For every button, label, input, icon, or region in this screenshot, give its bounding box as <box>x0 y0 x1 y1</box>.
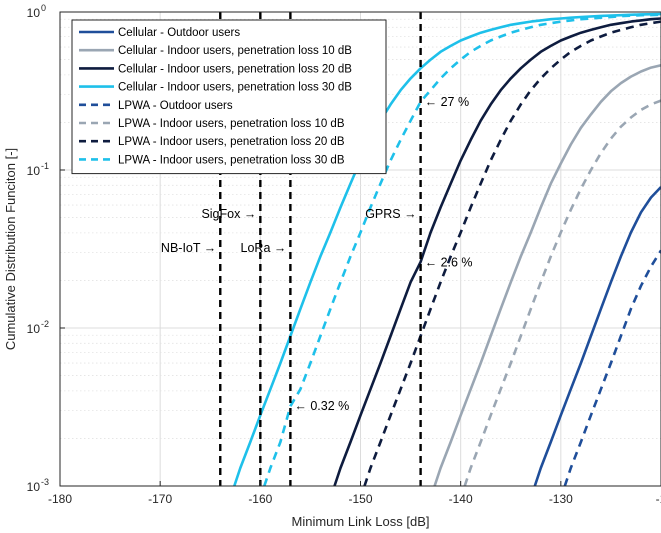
y-tick-label: 10 <box>27 322 41 336</box>
y-tick-label: 10 <box>27 164 41 178</box>
x-tick-label: -170 <box>148 492 172 506</box>
x-axis-label: Minimum Link Loss [dB] <box>292 514 430 529</box>
legend-box <box>71 19 387 175</box>
legend-entry: LPWA - Indoor users, penetration loss 30… <box>118 154 345 166</box>
y-tick-label: 10 <box>27 480 41 494</box>
x-tick-label: -160 <box>248 492 272 506</box>
series-line-4 <box>233 12 661 487</box>
tech-limit-label: NB-IoT → <box>161 241 216 255</box>
series-line-5 <box>563 249 661 487</box>
tech-limit-label: LoRa → <box>241 241 287 255</box>
percent-annotation: ← 27 % <box>425 95 469 109</box>
legend-entry: LPWA - Outdoor users <box>118 100 233 112</box>
x-tick-label: -180 <box>48 492 72 506</box>
legend-entry: Cellular - Indoor users, penetration los… <box>118 45 352 57</box>
series-line-8 <box>263 13 661 487</box>
legend-entry: LPWA - Indoor users, penetration loss 20… <box>118 136 345 148</box>
series-line-7 <box>363 20 661 487</box>
y-tick-exponent: 0 <box>41 3 46 13</box>
y-tick-exponent: -2 <box>41 319 49 329</box>
legend-entry: LPWA - Indoor users, penetration loss 10… <box>118 118 345 130</box>
legend-entry: Cellular - Outdoor users <box>118 27 240 39</box>
series-layer <box>233 12 661 487</box>
tech-limit-label: GPRS → <box>365 207 416 221</box>
y-tick-exponent: -1 <box>41 161 49 171</box>
legend: Cellular - Outdoor users Cellular - Indoo… <box>71 19 387 175</box>
series-line-3 <box>333 17 661 487</box>
y-axis-label: Cumulative Distribution Funciton [-] <box>3 148 18 350</box>
series-line-2 <box>433 64 661 487</box>
percent-annotation: ← 0.32 % <box>294 399 349 413</box>
x-tick-label: -140 <box>449 492 473 506</box>
legend-entry: Cellular - Indoor users, penetration los… <box>118 82 352 94</box>
x-tick-label: -1 <box>656 492 661 506</box>
percent-annotation: ← 2.6 % <box>425 255 473 269</box>
x-tick-label: -150 <box>348 492 372 506</box>
technology-limit-lines: NB-IoT → SigFox → LoRa → GPRS → <box>161 12 422 486</box>
series-line-1 <box>533 186 661 487</box>
legend-entry: Cellular - Indoor users, penetration los… <box>118 63 352 75</box>
y-tick-exponent: -3 <box>41 477 49 487</box>
annotations: ← 27 % ← 2.6 % ← 0.32 % <box>294 95 472 413</box>
y-tick-label: 10 <box>27 6 41 20</box>
series-line-6 <box>463 99 661 487</box>
ticks: -180-170-160-150-140-130-110-310-210-110… <box>27 3 661 506</box>
x-tick-label: -130 <box>549 492 573 506</box>
tech-limit-label: SigFox → <box>201 207 256 221</box>
